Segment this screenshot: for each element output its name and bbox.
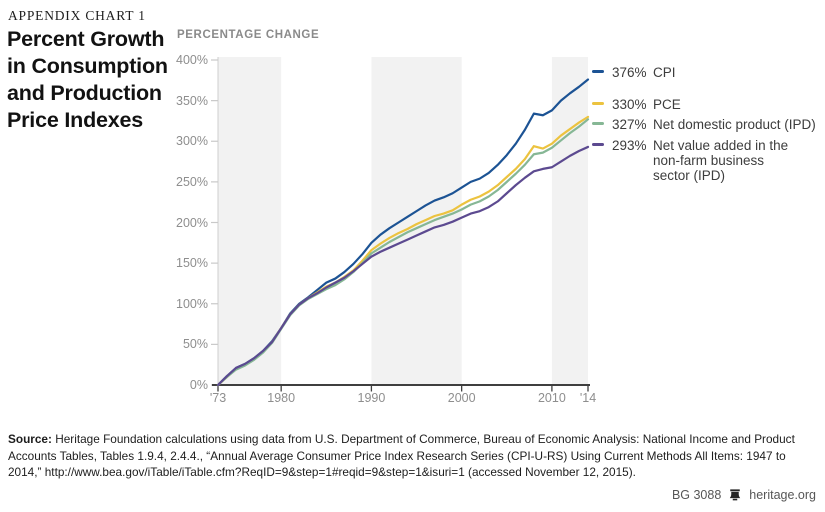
legend-swatch-cpi-icon bbox=[592, 70, 604, 74]
legend-value-nva: 293% bbox=[612, 138, 647, 153]
y-tick-label: 100% bbox=[176, 296, 208, 311]
legend-swatch-ndp-icon bbox=[592, 122, 604, 126]
series-line-nva bbox=[216, 145, 590, 387]
legend-label-pce: PCE bbox=[653, 97, 681, 112]
y-tick-label: 400% bbox=[176, 53, 208, 67]
decade-shading-band bbox=[218, 57, 282, 385]
y-tick-label: 350% bbox=[176, 93, 208, 108]
x-tick-label: 1990 bbox=[357, 391, 386, 405]
chart-title: Percent Growth in Consumption and Produc… bbox=[7, 27, 168, 133]
decade-shading-band bbox=[371, 57, 462, 385]
document-id: BG 3088 bbox=[671, 488, 722, 502]
x-tick-label: 2010 bbox=[537, 391, 566, 405]
y-tick-label: 0% bbox=[189, 378, 208, 392]
legend-label-nva: Net value added in the non-farm business… bbox=[653, 138, 789, 183]
footer: BG 3088 heritage.org bbox=[672, 488, 816, 502]
legend-swatch-pce-icon bbox=[592, 102, 604, 106]
legend-value-pce: 330% bbox=[612, 97, 647, 112]
y-tick-label: 300% bbox=[176, 134, 208, 149]
x-tick-label: 1980 bbox=[267, 391, 296, 405]
legend-item-net-value-added: 293% Net value added in the non-farm busi… bbox=[592, 138, 788, 183]
y-axis-title: PERCENTAGE CHANGE bbox=[177, 29, 320, 41]
source-label: Source: bbox=[8, 432, 52, 446]
legend-value-cpi: 376% bbox=[612, 65, 647, 80]
chart-kicker: APPENDIX CHART 1 bbox=[8, 8, 146, 23]
legend-item-net-domestic-product: 327% Net domestic product (IPD) bbox=[592, 117, 816, 132]
site-link[interactable]: heritage.org bbox=[749, 488, 816, 502]
source-note: Source: Heritage Foundation calculations… bbox=[8, 431, 820, 481]
line-chart-plot bbox=[211, 57, 590, 392]
y-tick-label: 250% bbox=[176, 174, 208, 189]
legend-swatch-nva-icon bbox=[592, 143, 604, 147]
source-text: Heritage Foundation calculations using d… bbox=[8, 432, 795, 480]
legend-value-ndp: 327% bbox=[612, 117, 647, 132]
heritage-bell-icon bbox=[730, 489, 741, 501]
x-tick-label: '73 bbox=[209, 391, 227, 405]
legend-label-ndp: Net domestic product (IPD) bbox=[653, 117, 816, 132]
y-tick-label: 50% bbox=[182, 337, 208, 352]
legend-label-cpi: CPI bbox=[653, 65, 676, 80]
decade-shading-band bbox=[551, 57, 588, 385]
y-tick-label: 200% bbox=[176, 215, 208, 230]
legend-item-cpi: 376% CPI bbox=[592, 65, 676, 80]
y-tick-label: 150% bbox=[176, 256, 208, 271]
x-tick-label: '14 bbox=[579, 391, 597, 405]
legend-item-pce: 330% PCE bbox=[592, 97, 681, 112]
x-tick-label: 2000 bbox=[447, 391, 476, 405]
